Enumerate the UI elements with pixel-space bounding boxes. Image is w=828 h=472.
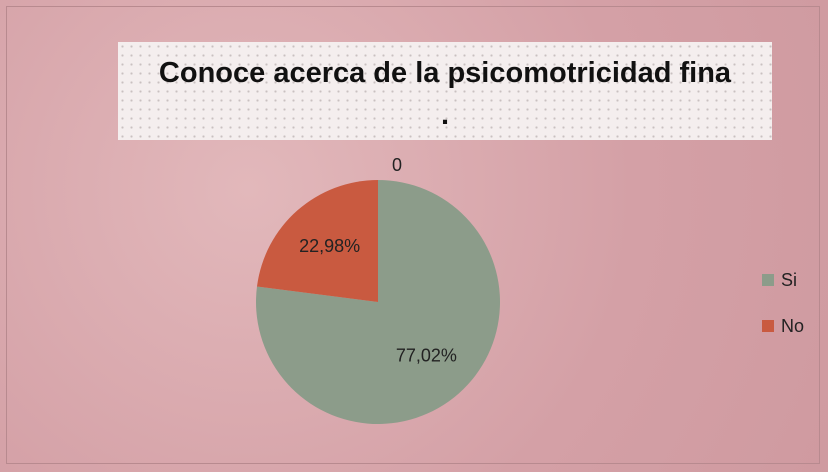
pie-slice <box>255 180 500 424</box>
legend-label: Si <box>781 270 797 290</box>
data-label: 0 <box>392 155 402 175</box>
frame <box>6 6 820 464</box>
legend-label: No <box>781 316 804 336</box>
chart-title: Conoce acerca de la psicomotricidad fina… <box>118 42 772 140</box>
legend-swatch <box>762 274 774 286</box>
pie-slice <box>256 180 378 302</box>
data-label: 22,98% <box>299 236 360 256</box>
legend-swatch <box>762 320 774 332</box>
data-label: 77,02% <box>396 346 457 366</box>
